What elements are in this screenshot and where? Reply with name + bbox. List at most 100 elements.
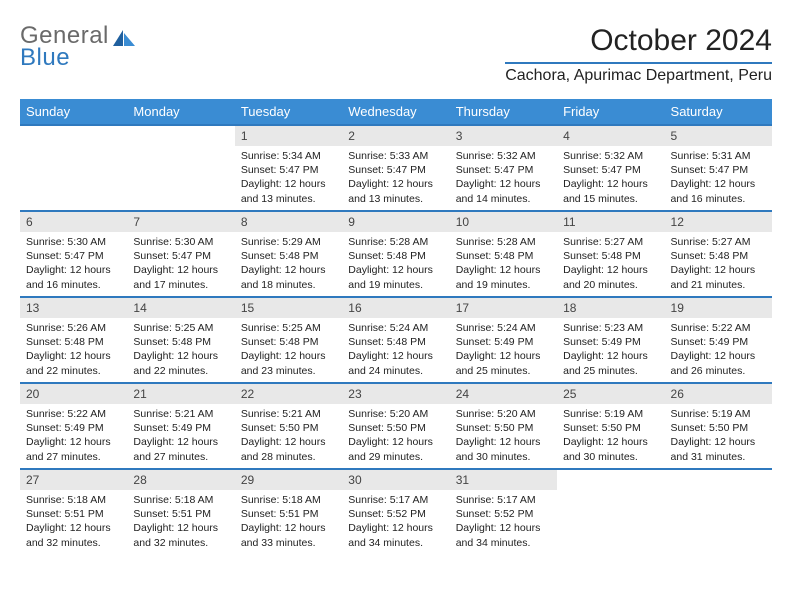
weekday-header: Thursday bbox=[450, 99, 557, 125]
calendar-cell-empty bbox=[665, 469, 772, 555]
day-number: 24 bbox=[450, 384, 557, 404]
location: Cachora, Apurimac Department, Peru bbox=[505, 62, 772, 85]
day-body: Sunrise: 5:29 AMSunset: 5:48 PMDaylight:… bbox=[235, 232, 342, 296]
calendar-cell: 23Sunrise: 5:20 AMSunset: 5:50 PMDayligh… bbox=[342, 383, 449, 469]
calendar-row: 20Sunrise: 5:22 AMSunset: 5:49 PMDayligh… bbox=[20, 383, 772, 469]
day-number: 8 bbox=[235, 212, 342, 232]
day-body: Sunrise: 5:18 AMSunset: 5:51 PMDaylight:… bbox=[127, 490, 234, 554]
day-number: 14 bbox=[127, 298, 234, 318]
weekday-header: Wednesday bbox=[342, 99, 449, 125]
day-body: Sunrise: 5:30 AMSunset: 5:47 PMDaylight:… bbox=[20, 232, 127, 296]
calendar-cell: 27Sunrise: 5:18 AMSunset: 5:51 PMDayligh… bbox=[20, 469, 127, 555]
calendar-row: 6Sunrise: 5:30 AMSunset: 5:47 PMDaylight… bbox=[20, 211, 772, 297]
calendar-cell: 8Sunrise: 5:29 AMSunset: 5:48 PMDaylight… bbox=[235, 211, 342, 297]
day-body: Sunrise: 5:19 AMSunset: 5:50 PMDaylight:… bbox=[557, 404, 664, 468]
day-body: Sunrise: 5:25 AMSunset: 5:48 PMDaylight:… bbox=[127, 318, 234, 382]
calendar-cell: 10Sunrise: 5:28 AMSunset: 5:48 PMDayligh… bbox=[450, 211, 557, 297]
calendar-cell: 25Sunrise: 5:19 AMSunset: 5:50 PMDayligh… bbox=[557, 383, 664, 469]
calendar-cell-empty bbox=[20, 125, 127, 211]
day-body: Sunrise: 5:27 AMSunset: 5:48 PMDaylight:… bbox=[557, 232, 664, 296]
day-body: Sunrise: 5:21 AMSunset: 5:50 PMDaylight:… bbox=[235, 404, 342, 468]
day-number: 23 bbox=[342, 384, 449, 404]
calendar-cell: 24Sunrise: 5:20 AMSunset: 5:50 PMDayligh… bbox=[450, 383, 557, 469]
header: General Blue October 2024 Cachora, Apuri… bbox=[20, 24, 772, 85]
calendar-cell: 1Sunrise: 5:34 AMSunset: 5:47 PMDaylight… bbox=[235, 125, 342, 211]
calendar-cell: 12Sunrise: 5:27 AMSunset: 5:48 PMDayligh… bbox=[665, 211, 772, 297]
day-number: 25 bbox=[557, 384, 664, 404]
calendar-cell: 5Sunrise: 5:31 AMSunset: 5:47 PMDaylight… bbox=[665, 125, 772, 211]
day-number: 31 bbox=[450, 470, 557, 490]
calendar-cell-empty bbox=[127, 125, 234, 211]
weekday-header: Monday bbox=[127, 99, 234, 125]
month-title: October 2024 bbox=[505, 24, 772, 58]
day-number: 19 bbox=[665, 298, 772, 318]
calendar-cell: 2Sunrise: 5:33 AMSunset: 5:47 PMDaylight… bbox=[342, 125, 449, 211]
day-number: 5 bbox=[665, 126, 772, 146]
calendar-cell: 17Sunrise: 5:24 AMSunset: 5:49 PMDayligh… bbox=[450, 297, 557, 383]
day-number: 2 bbox=[342, 126, 449, 146]
day-number: 21 bbox=[127, 384, 234, 404]
day-number: 15 bbox=[235, 298, 342, 318]
day-number: 29 bbox=[235, 470, 342, 490]
day-body: Sunrise: 5:18 AMSunset: 5:51 PMDaylight:… bbox=[235, 490, 342, 554]
calendar-cell: 19Sunrise: 5:22 AMSunset: 5:49 PMDayligh… bbox=[665, 297, 772, 383]
day-number: 9 bbox=[342, 212, 449, 232]
day-number: 16 bbox=[342, 298, 449, 318]
day-number: 11 bbox=[557, 212, 664, 232]
day-body: Sunrise: 5:33 AMSunset: 5:47 PMDaylight:… bbox=[342, 146, 449, 210]
weekday-header: Tuesday bbox=[235, 99, 342, 125]
day-body: Sunrise: 5:24 AMSunset: 5:48 PMDaylight:… bbox=[342, 318, 449, 382]
calendar-cell: 20Sunrise: 5:22 AMSunset: 5:49 PMDayligh… bbox=[20, 383, 127, 469]
day-number: 30 bbox=[342, 470, 449, 490]
day-body: Sunrise: 5:32 AMSunset: 5:47 PMDaylight:… bbox=[450, 146, 557, 210]
day-body: Sunrise: 5:20 AMSunset: 5:50 PMDaylight:… bbox=[450, 404, 557, 468]
day-body: Sunrise: 5:22 AMSunset: 5:49 PMDaylight:… bbox=[20, 404, 127, 468]
day-body: Sunrise: 5:32 AMSunset: 5:47 PMDaylight:… bbox=[557, 146, 664, 210]
calendar-row: 27Sunrise: 5:18 AMSunset: 5:51 PMDayligh… bbox=[20, 469, 772, 555]
day-body: Sunrise: 5:22 AMSunset: 5:49 PMDaylight:… bbox=[665, 318, 772, 382]
calendar-cell: 7Sunrise: 5:30 AMSunset: 5:47 PMDaylight… bbox=[127, 211, 234, 297]
calendar-cell: 29Sunrise: 5:18 AMSunset: 5:51 PMDayligh… bbox=[235, 469, 342, 555]
calendar-cell: 28Sunrise: 5:18 AMSunset: 5:51 PMDayligh… bbox=[127, 469, 234, 555]
day-number: 17 bbox=[450, 298, 557, 318]
day-body: Sunrise: 5:21 AMSunset: 5:49 PMDaylight:… bbox=[127, 404, 234, 468]
title-block: October 2024 Cachora, Apurimac Departmen… bbox=[505, 24, 772, 85]
calendar-cell-empty bbox=[557, 469, 664, 555]
weekday-header-row: SundayMondayTuesdayWednesdayThursdayFrid… bbox=[20, 99, 772, 125]
day-number: 1 bbox=[235, 126, 342, 146]
calendar-cell: 13Sunrise: 5:26 AMSunset: 5:48 PMDayligh… bbox=[20, 297, 127, 383]
calendar-row: 13Sunrise: 5:26 AMSunset: 5:48 PMDayligh… bbox=[20, 297, 772, 383]
day-body: Sunrise: 5:30 AMSunset: 5:47 PMDaylight:… bbox=[127, 232, 234, 296]
page: General Blue October 2024 Cachora, Apuri… bbox=[0, 0, 792, 575]
day-number: 26 bbox=[665, 384, 772, 404]
day-number: 27 bbox=[20, 470, 127, 490]
day-number: 10 bbox=[450, 212, 557, 232]
calendar-cell: 16Sunrise: 5:24 AMSunset: 5:48 PMDayligh… bbox=[342, 297, 449, 383]
calendar-cell: 11Sunrise: 5:27 AMSunset: 5:48 PMDayligh… bbox=[557, 211, 664, 297]
calendar-cell: 18Sunrise: 5:23 AMSunset: 5:49 PMDayligh… bbox=[557, 297, 664, 383]
day-body: Sunrise: 5:17 AMSunset: 5:52 PMDaylight:… bbox=[342, 490, 449, 554]
logo-text: General Blue bbox=[20, 24, 109, 70]
day-body: Sunrise: 5:34 AMSunset: 5:47 PMDaylight:… bbox=[235, 146, 342, 210]
logo-word-blue: Blue bbox=[20, 46, 109, 70]
weekday-header: Saturday bbox=[665, 99, 772, 125]
day-number: 28 bbox=[127, 470, 234, 490]
weekday-header: Friday bbox=[557, 99, 664, 125]
day-body: Sunrise: 5:23 AMSunset: 5:49 PMDaylight:… bbox=[557, 318, 664, 382]
day-number: 18 bbox=[557, 298, 664, 318]
day-number: 7 bbox=[127, 212, 234, 232]
calendar-cell: 6Sunrise: 5:30 AMSunset: 5:47 PMDaylight… bbox=[20, 211, 127, 297]
sail-icon bbox=[111, 28, 137, 55]
day-body: Sunrise: 5:28 AMSunset: 5:48 PMDaylight:… bbox=[450, 232, 557, 296]
day-body: Sunrise: 5:31 AMSunset: 5:47 PMDaylight:… bbox=[665, 146, 772, 210]
calendar-cell: 14Sunrise: 5:25 AMSunset: 5:48 PMDayligh… bbox=[127, 297, 234, 383]
day-body: Sunrise: 5:17 AMSunset: 5:52 PMDaylight:… bbox=[450, 490, 557, 554]
day-number: 4 bbox=[557, 126, 664, 146]
day-number: 20 bbox=[20, 384, 127, 404]
day-body: Sunrise: 5:25 AMSunset: 5:48 PMDaylight:… bbox=[235, 318, 342, 382]
day-body: Sunrise: 5:20 AMSunset: 5:50 PMDaylight:… bbox=[342, 404, 449, 468]
calendar-cell: 15Sunrise: 5:25 AMSunset: 5:48 PMDayligh… bbox=[235, 297, 342, 383]
day-body: Sunrise: 5:26 AMSunset: 5:48 PMDaylight:… bbox=[20, 318, 127, 382]
calendar-body: 1Sunrise: 5:34 AMSunset: 5:47 PMDaylight… bbox=[20, 125, 772, 555]
weekday-header: Sunday bbox=[20, 99, 127, 125]
